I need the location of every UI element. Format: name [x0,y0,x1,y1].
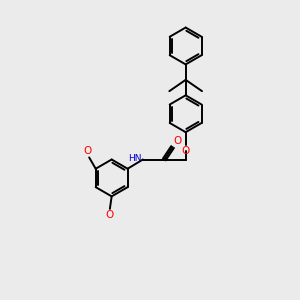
Text: O: O [174,136,182,146]
Text: HN: HN [128,154,142,164]
Text: O: O [106,210,114,220]
Text: O: O [84,146,92,156]
Text: O: O [182,146,190,156]
